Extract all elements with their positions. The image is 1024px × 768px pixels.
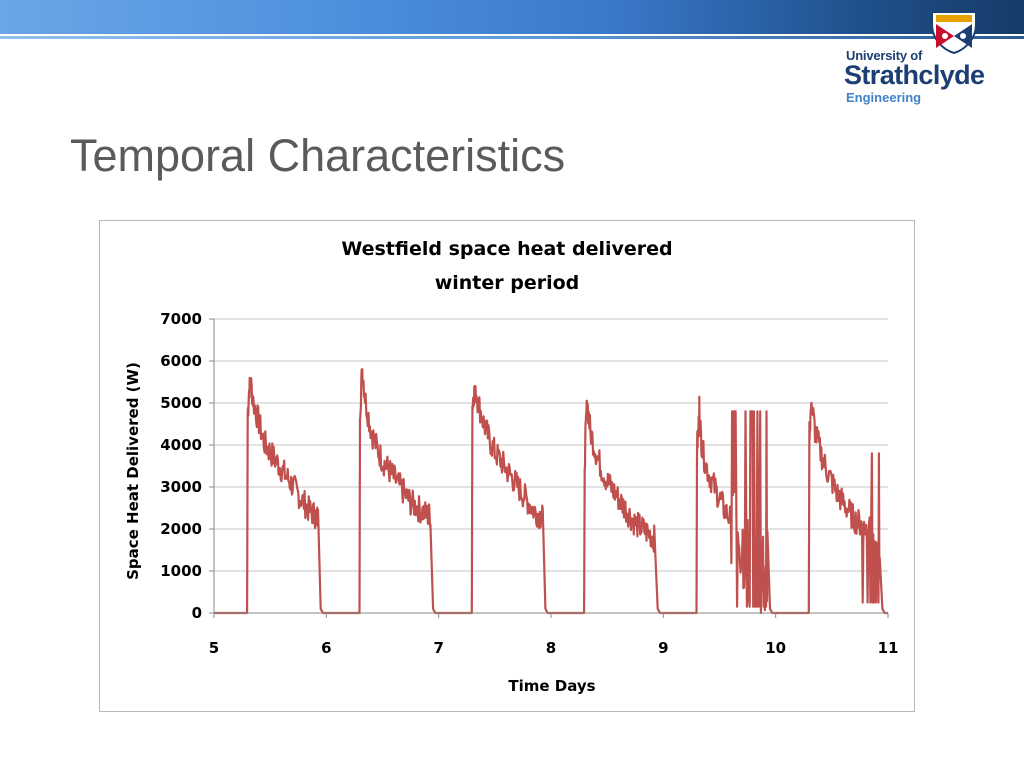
x-tick-label: 6: [321, 639, 331, 657]
y-tick-label: 4000: [160, 436, 202, 454]
x-tick-label: 9: [658, 639, 668, 657]
x-tick-label: 5: [209, 639, 219, 657]
page-title: Temporal Characteristics: [70, 130, 566, 181]
grid-lines: [214, 318, 888, 572]
top-banner-rule: [0, 36, 1024, 39]
y-tick-label: 5000: [160, 394, 202, 412]
y-tick-label: 7000: [160, 310, 202, 328]
x-axis-label: Time Days: [508, 677, 595, 695]
university-logo: University of Strathclyde Engineering: [838, 10, 1018, 110]
chart-frame: Westfield space heat delivered winter pe…: [99, 220, 915, 712]
y-axis-label: Space Heat Delivered (W): [124, 362, 142, 580]
y-tick-label: 1000: [160, 562, 202, 580]
logo-university-of: University of: [846, 48, 923, 63]
logo-faculty: Engineering: [846, 90, 922, 105]
heat-chart: Westfield space heat delivered winter pe…: [124, 238, 898, 695]
x-tick-label: 10: [765, 639, 786, 657]
y-tick-label: 0: [192, 604, 202, 622]
y-tick-label: 3000: [160, 478, 202, 496]
top-banner: [0, 0, 1024, 34]
chart-title-line-2: winter period: [435, 272, 580, 294]
x-tick-label: 7: [433, 639, 443, 657]
logo-name: Strathclyde: [844, 60, 985, 90]
axes: 0 1000 2000 3000 4000 5000 6000 7000 5 6 7 8 9 10 11: [160, 310, 898, 657]
crest-icon: [931, 11, 977, 54]
y-tick-label: 6000: [160, 352, 202, 370]
chart-title-line-1: Westfield space heat delivered: [341, 238, 672, 260]
series-line-space-heat: [214, 368, 888, 615]
series-layer: [214, 368, 888, 615]
y-tick-label: 2000: [160, 520, 202, 538]
x-tick-label: 8: [546, 639, 556, 657]
x-tick-label: 11: [878, 639, 899, 657]
